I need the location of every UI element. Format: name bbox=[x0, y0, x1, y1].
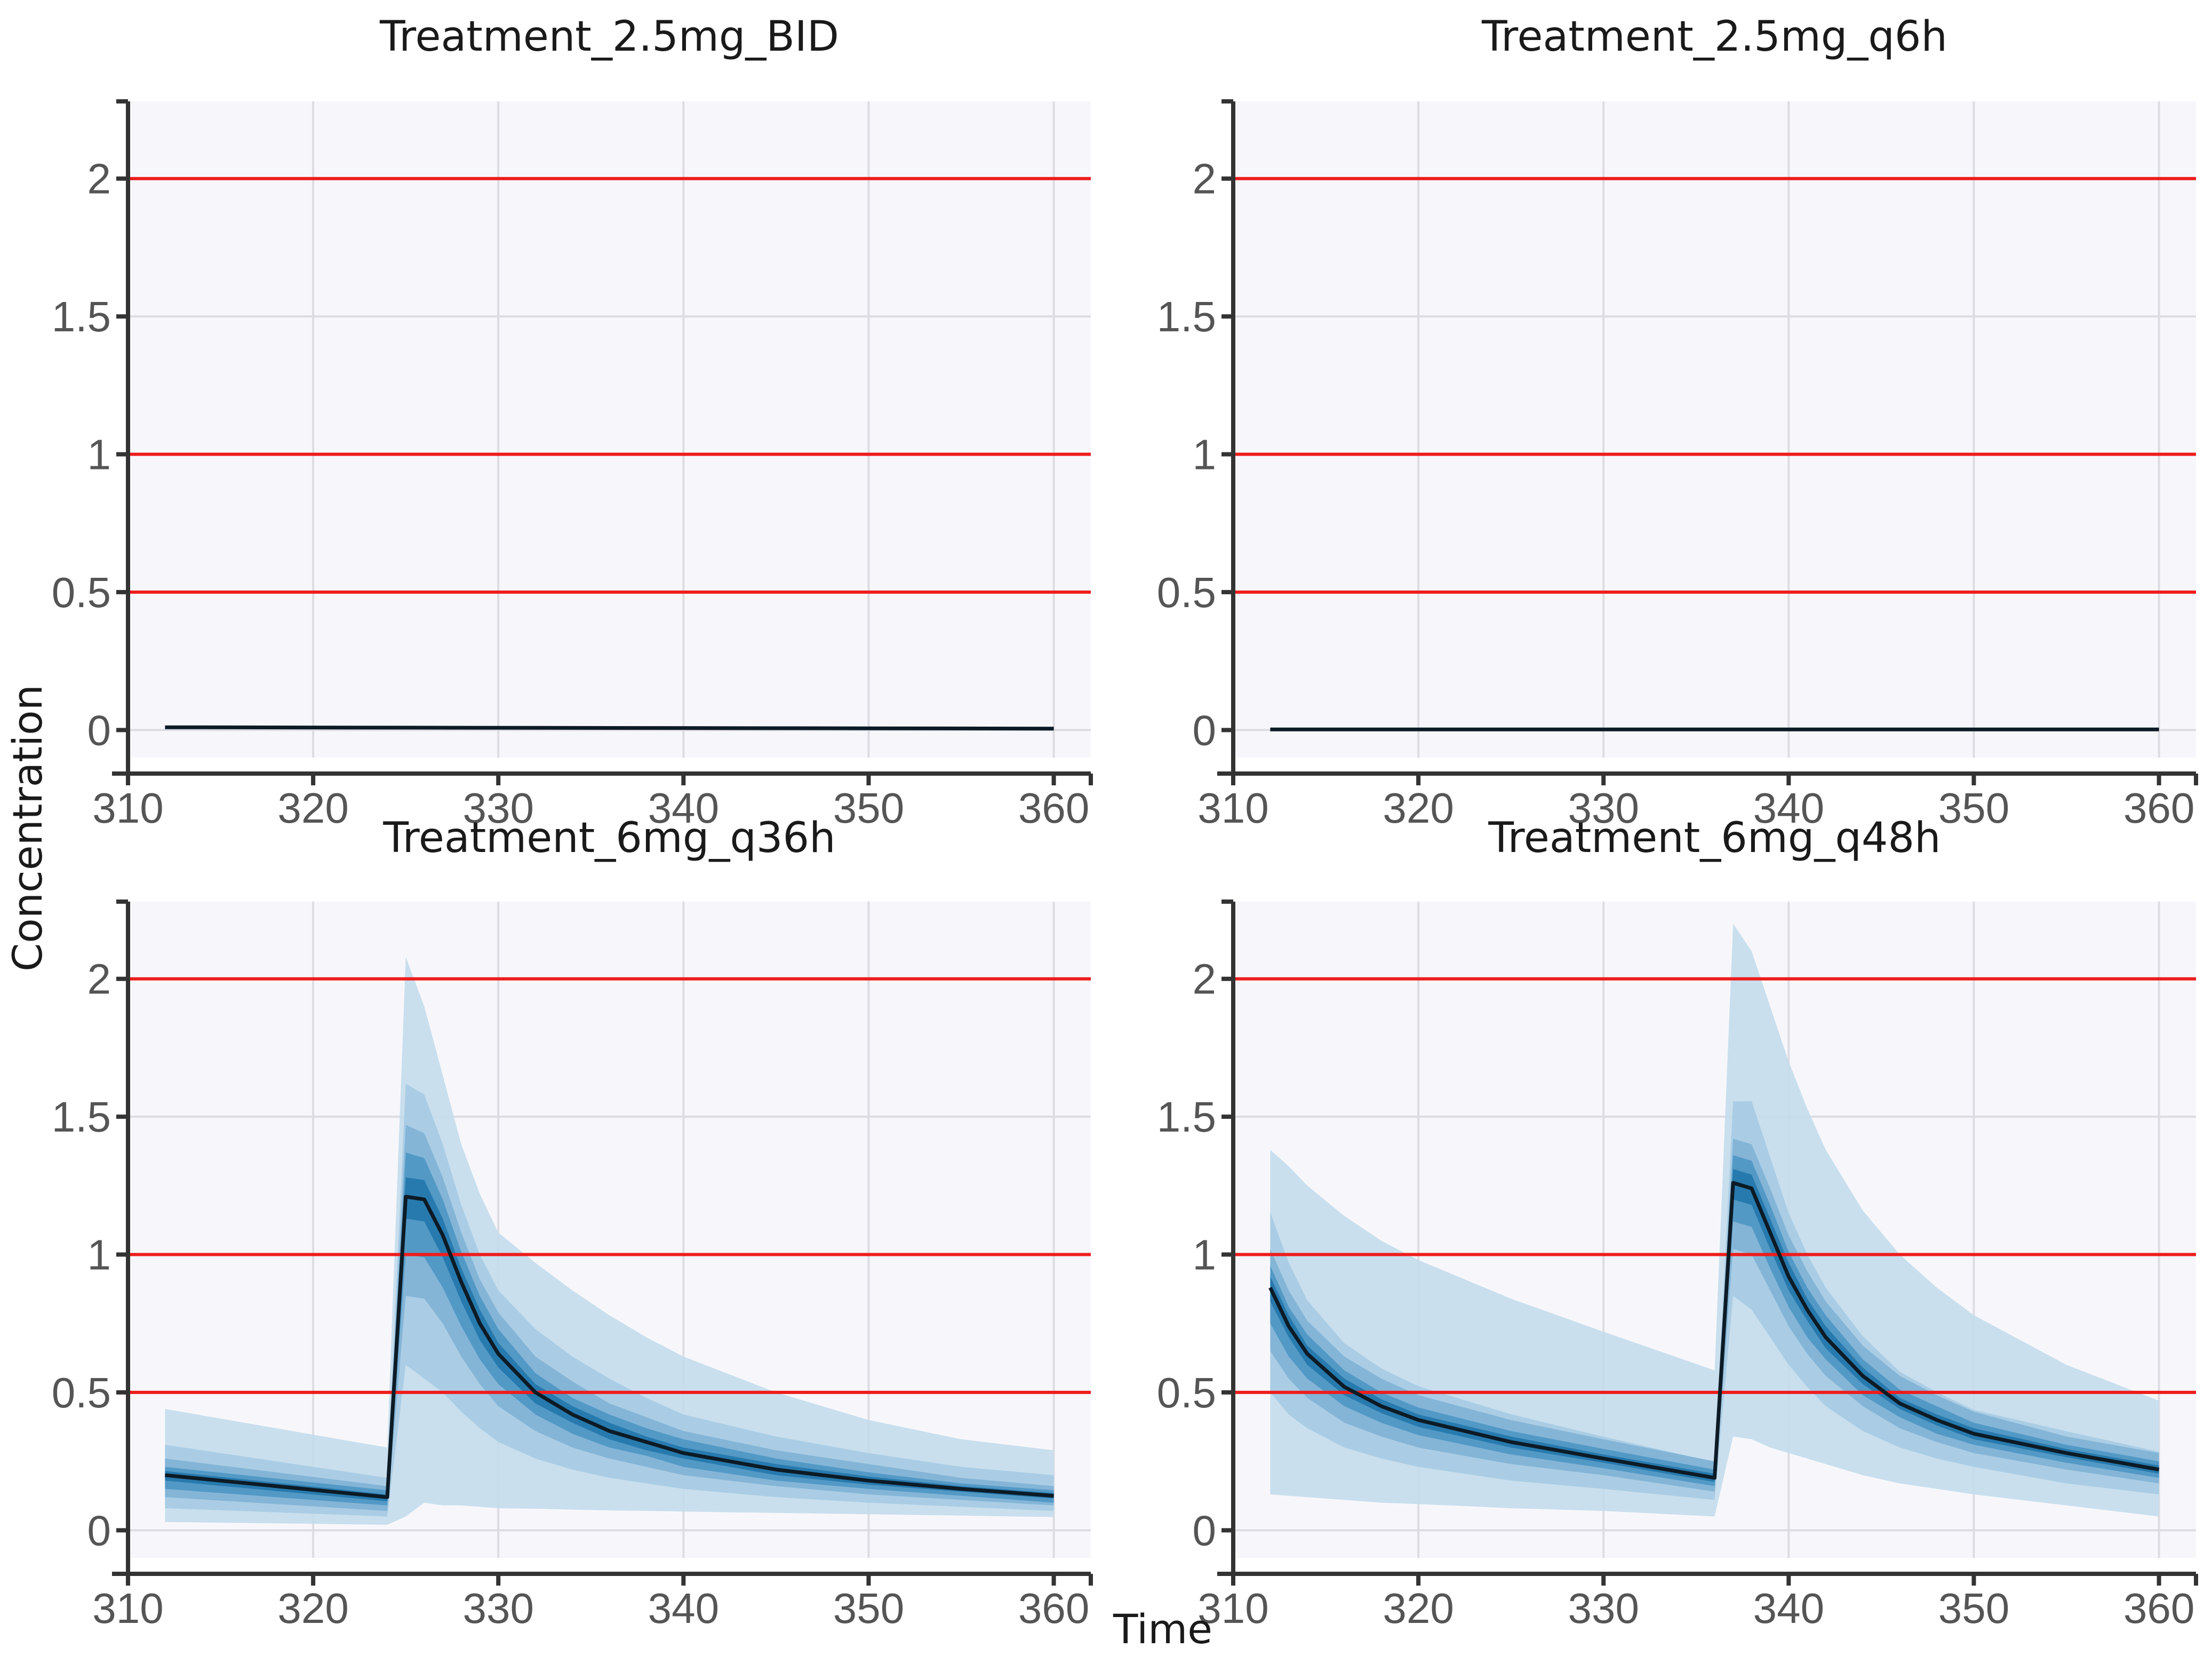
panel-3: 0 0.5 1 1.5 2 310 320 330 340 350 360 Treatment_6mg… bbox=[52, 814, 1093, 1632]
x-tick-label: 360 bbox=[1018, 784, 1089, 832]
x-tick-label: 310 bbox=[1197, 1585, 1268, 1632]
x-tick-label: 360 bbox=[2123, 1585, 2194, 1632]
x-tick-label: 310 bbox=[1197, 784, 1268, 832]
percentile-band-1 bbox=[1270, 923, 2159, 1517]
percentile-band-5 bbox=[1270, 1169, 2159, 1482]
x-tick-label: 330 bbox=[1568, 784, 1639, 832]
x-tick-label: 350 bbox=[833, 784, 904, 832]
median-line bbox=[1268, 1181, 2160, 1480]
x-tick-label: 360 bbox=[1018, 1585, 1089, 1632]
plot-background bbox=[128, 101, 1091, 758]
y-tick-label: 1.5 bbox=[1157, 293, 1216, 340]
x-tick-label: 360 bbox=[2123, 784, 2194, 832]
x-tick-label: 310 bbox=[92, 784, 163, 832]
x-tick-label: 340 bbox=[1753, 784, 1824, 832]
y-tick-label: 0 bbox=[87, 706, 111, 754]
y-tick-label: 2 bbox=[87, 956, 111, 1003]
y-tick-label: 1.5 bbox=[1157, 1093, 1216, 1141]
x-tick-label: 320 bbox=[277, 1585, 348, 1632]
y-tick-label: 2 bbox=[1193, 956, 1217, 1003]
x-tick-label: 340 bbox=[648, 784, 719, 832]
x-axis-title: Time bbox=[1113, 1605, 1212, 1653]
panel-2: 0 0.5 1 1.5 2 310 320 330 340 350 360 Treatment_2.5… bbox=[1157, 13, 2198, 832]
panel-title: Treatment_6mg_q36h bbox=[382, 814, 835, 862]
y-tick-label: 0.5 bbox=[52, 1369, 111, 1416]
x-tick-label: 350 bbox=[1938, 1585, 2009, 1632]
y-tick-label: 0.5 bbox=[52, 569, 111, 616]
y-tick-label: 1.5 bbox=[52, 293, 111, 340]
y-tick-label: 1 bbox=[1193, 431, 1217, 479]
y-tick-label: 0 bbox=[87, 1507, 111, 1554]
x-tick-label: 340 bbox=[1753, 1585, 1824, 1632]
y-tick-label: 0 bbox=[1193, 1507, 1217, 1554]
panels-container: 0 0.5 1 1.5 2 310 320 330 340 350 360 Treatment_2.5… bbox=[52, 13, 2198, 1632]
x-tick-label: 340 bbox=[648, 1585, 719, 1632]
x-tick-label: 350 bbox=[833, 1585, 904, 1632]
y-tick-label: 0.5 bbox=[1157, 1369, 1216, 1416]
y-tick-label: 0 bbox=[1193, 706, 1217, 754]
panel-title: Treatment_2.5mg_BID bbox=[379, 13, 839, 61]
y-tick-label: 2 bbox=[1193, 155, 1217, 203]
x-tick-label: 320 bbox=[1383, 1585, 1454, 1632]
y-tick-label: 0.5 bbox=[1157, 569, 1216, 616]
y-tick-label: 1 bbox=[1193, 1231, 1217, 1279]
y-tick-label: 1 bbox=[87, 431, 111, 479]
panel-title: Treatment_2.5mg_q6h bbox=[1481, 13, 1947, 61]
x-tick-label: 330 bbox=[462, 784, 533, 832]
y-axis-title: Concentration bbox=[4, 684, 51, 972]
panel-1: 0 0.5 1 1.5 2 310 320 330 340 350 360 Treatment_2.5… bbox=[52, 13, 1093, 832]
x-tick-label: 330 bbox=[1568, 1585, 1639, 1632]
x-tick-label: 310 bbox=[92, 1585, 163, 1632]
y-tick-label: 2 bbox=[87, 155, 111, 203]
panel-title: Treatment_6mg_q48h bbox=[1488, 814, 1941, 862]
x-tick-label: 320 bbox=[277, 784, 348, 832]
x-tick-label: 320 bbox=[1383, 784, 1454, 832]
y-tick-label: 1 bbox=[87, 1231, 111, 1279]
median-line bbox=[165, 725, 1054, 731]
x-tick-label: 330 bbox=[462, 1585, 533, 1632]
percentile-band-3 bbox=[1270, 1138, 2159, 1492]
plot-background bbox=[1233, 101, 2196, 758]
percentile-band-5 bbox=[165, 1177, 1054, 1502]
x-tick-label: 350 bbox=[1938, 784, 2009, 832]
panel-4: 0 0.5 1 1.5 2 310 320 330 340 350 360 Treatment_6mg… bbox=[1157, 814, 2198, 1632]
median-line bbox=[165, 1195, 1054, 1499]
y-tick-label: 1.5 bbox=[52, 1093, 111, 1141]
